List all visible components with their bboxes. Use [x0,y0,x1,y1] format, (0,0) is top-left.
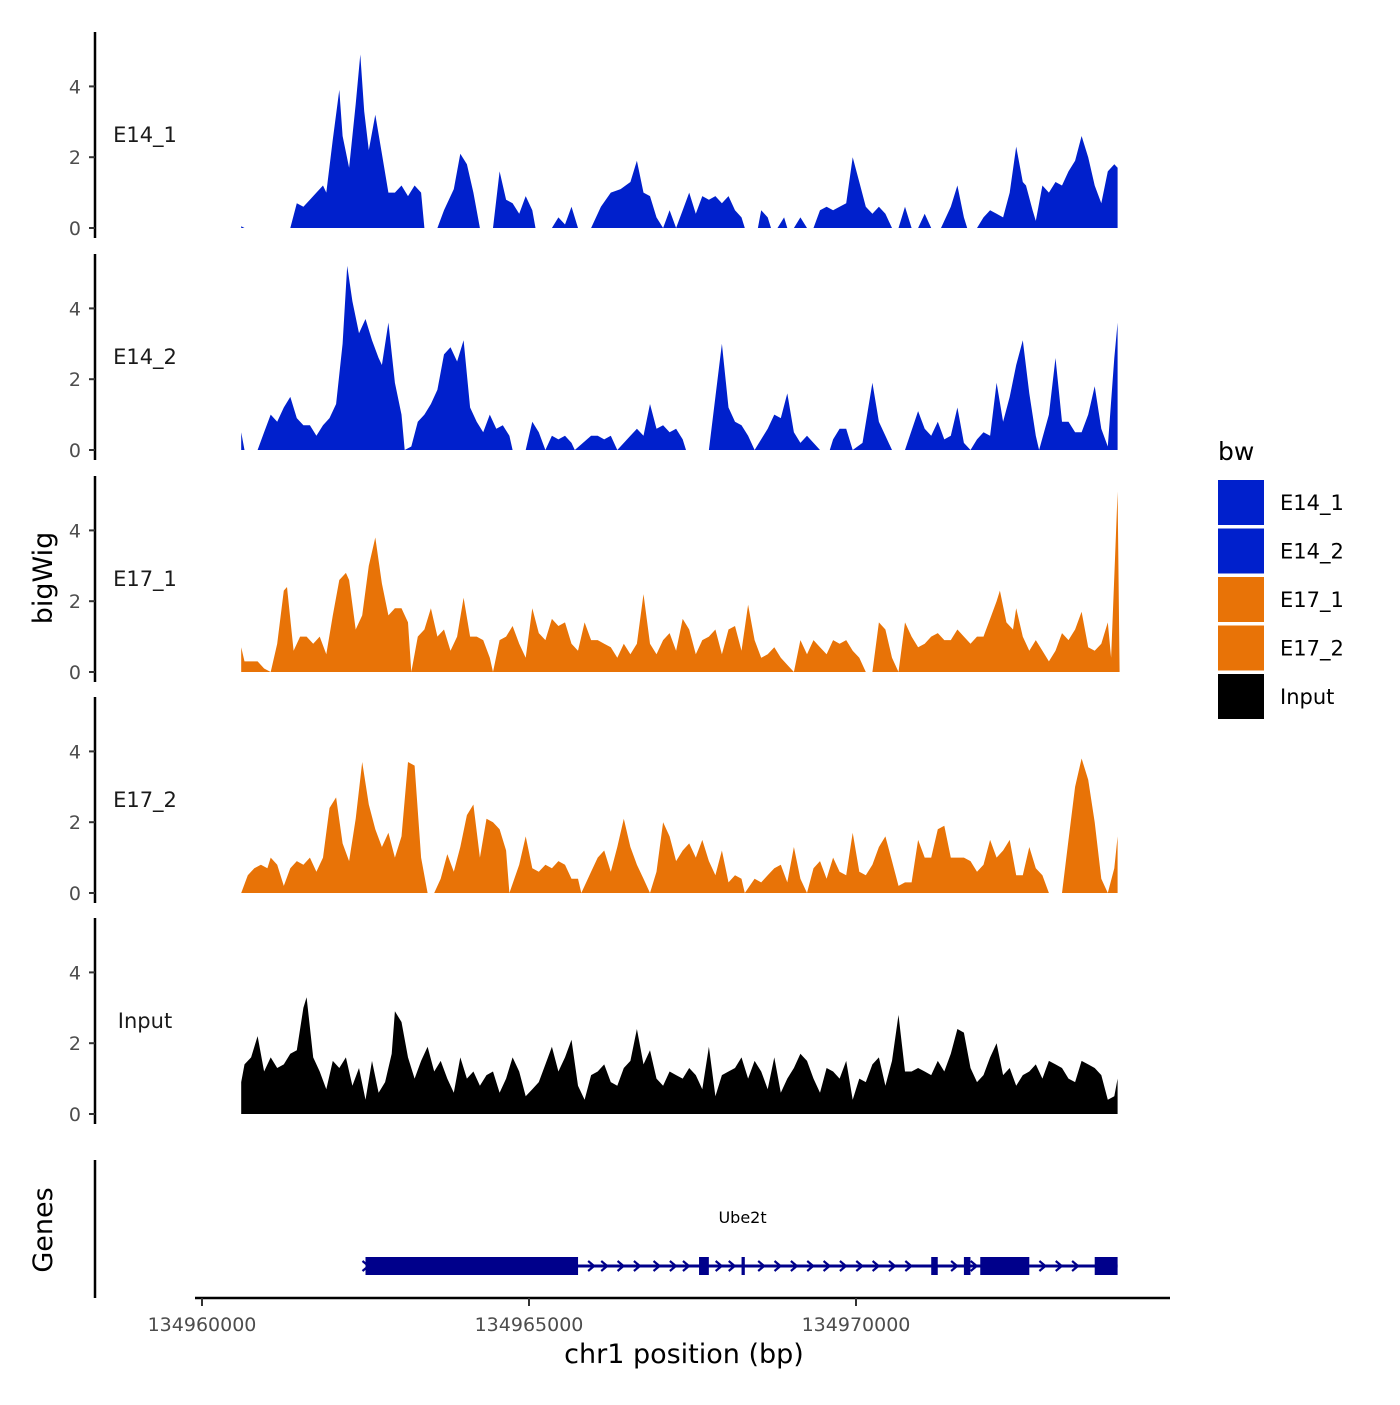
strand-arrow [652,1260,662,1272]
y-tick-label: 4 [69,741,81,763]
y-tick-label: 2 [69,369,81,391]
x-tick-label: 134960000 [148,1314,257,1336]
coverage-area-input [241,997,1118,1114]
y-tick-label: 0 [69,440,81,462]
strand-arrow [904,1260,914,1272]
legend-label: E17_1 [1280,588,1344,613]
y-tick-label: 4 [69,962,81,984]
coverage-tracks: 0 2 4 E14_1 0 2 4 E14_2 0 2 4 E17_1 0 2 4 E17_2 0 2 4 Input [69,32,1120,1126]
legend-swatch [1218,625,1264,671]
y-tick-label: 0 [69,662,81,684]
strand-arrow [855,1260,864,1272]
strand-arrow [728,1260,737,1272]
track-label: E14_1 [113,123,177,148]
legend-swatch [1218,528,1264,574]
gene-exon [699,1257,709,1275]
y-tick-label: 2 [69,147,81,169]
legend-swatch [1218,577,1264,622]
strand-arrow [616,1260,626,1272]
genes-track-title: Genes [28,1187,59,1272]
strand-arrow [871,1260,881,1272]
track-label: E14_2 [113,345,177,370]
strand-arrow [669,1260,678,1272]
strand-arrow [806,1260,815,1272]
gene-exon [980,1257,1030,1275]
strand-arrow [773,1260,783,1272]
strand-arrow [790,1260,799,1272]
legend-label: Input [1280,685,1334,709]
x-tick-label: 134970000 [802,1314,911,1336]
gene-exon [931,1257,938,1275]
track-label: E17_2 [113,788,177,813]
y-tick-label: 0 [69,1104,81,1126]
coverage-area-e17-1 [241,491,1120,672]
gene-track: Ube2t [93,1160,1118,1298]
gene-exon [365,1257,579,1275]
legend-label: E14_2 [1280,540,1344,565]
strand-arrow [970,1260,979,1272]
coverage-area-e14-1 [241,54,1118,228]
y-tick-label: 2 [69,1033,81,1055]
y-tick-label: 2 [69,812,81,834]
strand-arrow [682,1260,691,1272]
strand-arrow [600,1260,609,1272]
strand-arrow [888,1260,897,1272]
y-tick-label: 2 [69,591,81,613]
track-e17-1: 0 2 4 E17_1 [69,476,1120,684]
legend-label: E14_1 [1280,491,1344,516]
legend-swatch [1218,674,1264,719]
gene-exon [1094,1257,1118,1275]
strand-arrow [714,1260,724,1272]
strand-arrow [950,1260,959,1272]
track-label: Input [118,1009,172,1033]
gene-name-label: Ube2t [718,1208,766,1227]
strand-arrow [1071,1260,1080,1272]
track-input: 0 2 4 Input [69,918,1118,1126]
strand-arrow [839,1260,848,1272]
strand-arrow [822,1260,832,1272]
y-tick-label: 4 [69,520,81,542]
y-tick-label: 4 [69,298,81,320]
gene-exon [741,1257,745,1275]
legend: bw E14_1 E14_2 E17_1 E17_2 Input [1218,437,1344,719]
track-e14-2: 0 2 4 E14_2 [69,254,1118,462]
coverage-area-e17-2 [241,758,1118,893]
gene-exon [963,1257,971,1275]
track-e17-2: 0 2 4 E17_2 [69,697,1118,905]
strand-arrow [1038,1260,1048,1272]
y-tick-label: 4 [69,76,81,98]
x-axis-title: chr1 position (bp) [564,1339,804,1370]
legend-title: bw [1218,437,1254,466]
strand-arrow [633,1260,642,1272]
strand-arrow [1055,1260,1064,1272]
track-e14-1: 0 2 4 E14_1 [69,32,1118,240]
y-tick-label: 0 [69,883,81,905]
coverage-area-e14-2 [241,265,1118,450]
legend-swatch [1218,480,1264,525]
x-tick-label: 134965000 [475,1314,584,1336]
strand-arrow [757,1260,766,1272]
y-tick-label: 0 [69,218,81,240]
legend-label: E17_2 [1280,637,1344,662]
strand-arrow [587,1260,596,1272]
x-axis: 134960000 134965000 134970000 [148,1296,1170,1336]
y-axis-title: bigWig [28,532,59,625]
track-label: E17_1 [113,567,177,592]
